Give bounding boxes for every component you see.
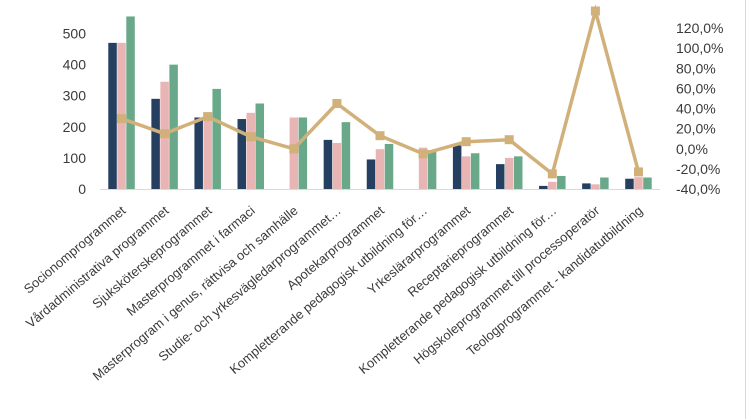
bar-series1-13 — [625, 178, 634, 189]
bar-series1-6 — [323, 139, 333, 189]
bar-series1-11 — [539, 185, 548, 189]
y2-tick-label: 120,0% — [676, 20, 723, 36]
y2-tick-label: 40,0% — [676, 101, 716, 117]
y2-tick-label: -20,0% — [676, 161, 720, 177]
y2-tick-label: -40,0% — [676, 181, 720, 197]
line-marker-2 — [160, 129, 170, 139]
bar-series1-10 — [495, 164, 505, 189]
bar-series2-7 — [375, 149, 385, 189]
y-tick-label: 0 — [78, 181, 86, 197]
bar-series2-11 — [548, 181, 557, 189]
line-marker-12 — [590, 6, 600, 16]
bar-series2-4 — [246, 112, 256, 189]
y-tick-label: 500 — [63, 26, 87, 42]
bar-series3-12 — [600, 177, 609, 189]
bar-series1-9 — [452, 145, 462, 189]
bar-series1-3 — [194, 117, 203, 189]
bar-series1-7 — [366, 159, 376, 189]
bar-series1-1 — [108, 42, 117, 189]
line-marker-5 — [289, 144, 299, 154]
bar-series1-4 — [237, 119, 247, 189]
line-marker-8 — [418, 149, 428, 159]
bar-series2-9 — [461, 156, 471, 189]
bar-series2-10 — [504, 157, 514, 189]
category-label: Kompletterande pedagogisk utbildning för… — [356, 203, 559, 377]
bar-series3-8 — [427, 150, 437, 189]
bar-series3-2 — [169, 64, 178, 189]
y2-tick-label: 60,0% — [676, 80, 716, 96]
bar-series3-4 — [255, 103, 265, 189]
bar-series2-13 — [634, 177, 643, 189]
y2-tick-label: 20,0% — [676, 121, 716, 137]
bar-series3-9 — [470, 153, 480, 189]
category-label: Kompletterande pedagogisk utbildning för… — [227, 203, 430, 377]
bar-series2-12 — [591, 184, 600, 189]
line-marker-1 — [117, 114, 126, 124]
line-marker-13 — [634, 167, 643, 177]
bar-series2-3 — [203, 114, 212, 189]
line-marker-3 — [203, 112, 213, 122]
y-tick-label: 200 — [63, 119, 87, 135]
bar-series3-13 — [643, 177, 652, 189]
y-tick-label: 400 — [63, 57, 87, 73]
line-marker-4 — [246, 132, 256, 142]
bar-series3-11 — [557, 175, 566, 189]
bar-series3-3 — [212, 88, 221, 189]
line-marker-6 — [332, 99, 342, 108]
y-tick-label: 100 — [63, 150, 87, 166]
y-tick-label: 300 — [63, 88, 87, 104]
axes-layer: 0 100 200 300 400 500 -40,0% -20,0% 0,0% 20,0% 40,… — [21, 20, 724, 383]
line-layer — [117, 4, 643, 179]
line-marker-10 — [504, 135, 514, 145]
y2-tick-label: 80,0% — [676, 60, 716, 76]
bar-series1-12 — [582, 183, 591, 189]
bar-series3-7 — [384, 143, 394, 189]
bar-series2-6 — [332, 142, 342, 189]
line-marker-11 — [547, 169, 557, 179]
y2-tick-label: 100,0% — [676, 40, 723, 56]
line-marker-7 — [375, 131, 385, 141]
bar-series3-1 — [126, 16, 135, 189]
bar-series3-10 — [513, 156, 523, 189]
bar-series2-8 — [418, 147, 428, 189]
bar-series3-5 — [298, 117, 308, 189]
y2-tick-label: 0,0% — [676, 141, 708, 157]
bar-series1-2 — [151, 98, 160, 189]
line-marker-9 — [461, 137, 471, 147]
bar-series3-6 — [341, 122, 351, 189]
